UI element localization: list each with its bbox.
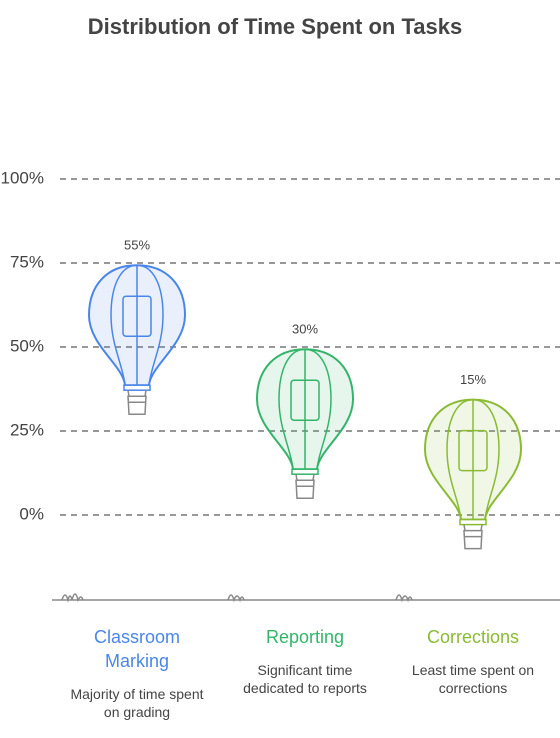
- category-label: Corrections: [426, 627, 520, 647]
- value-label: 30%: [292, 322, 318, 337]
- icon: [458, 429, 488, 472]
- basket: [127, 395, 147, 415]
- y-tick-label: 75%: [10, 252, 44, 271]
- grass: [227, 594, 245, 603]
- rope: [127, 390, 130, 397]
- category-label: Reporting: [265, 627, 345, 647]
- rope: [463, 524, 466, 531]
- balloon: [87, 264, 187, 415]
- rope: [312, 474, 315, 481]
- category-label: Classroom Marking: [93, 627, 181, 671]
- basket: [295, 479, 315, 499]
- rope: [480, 524, 483, 531]
- y-tick-label: 100%: [1, 168, 44, 187]
- balloon-band: [123, 384, 151, 391]
- basket: [463, 529, 483, 550]
- balloon: [423, 398, 523, 550]
- balloon: [255, 348, 355, 499]
- ground: [52, 593, 560, 603]
- y-tick-label: 0%: [19, 504, 44, 523]
- balloon-band: [291, 468, 319, 475]
- rope: [295, 474, 298, 481]
- icon: [290, 379, 320, 421]
- category-description: Least time spent on corrections: [411, 662, 535, 696]
- rope: [144, 390, 147, 397]
- category-description: Significant time dedicated to reports: [243, 662, 367, 696]
- icon: [122, 295, 152, 337]
- grass: [61, 593, 84, 603]
- grass: [395, 594, 413, 603]
- value-label: 15%: [460, 372, 486, 387]
- y-tick-label: 50%: [10, 336, 44, 355]
- balloon-band: [459, 518, 487, 526]
- y-tick-label: 25%: [10, 420, 44, 439]
- chart-title: Distribution of Time Spent on Tasks: [88, 14, 462, 39]
- value-label: 55%: [124, 238, 150, 253]
- category-description: Majority of time spent on grading: [70, 686, 204, 720]
